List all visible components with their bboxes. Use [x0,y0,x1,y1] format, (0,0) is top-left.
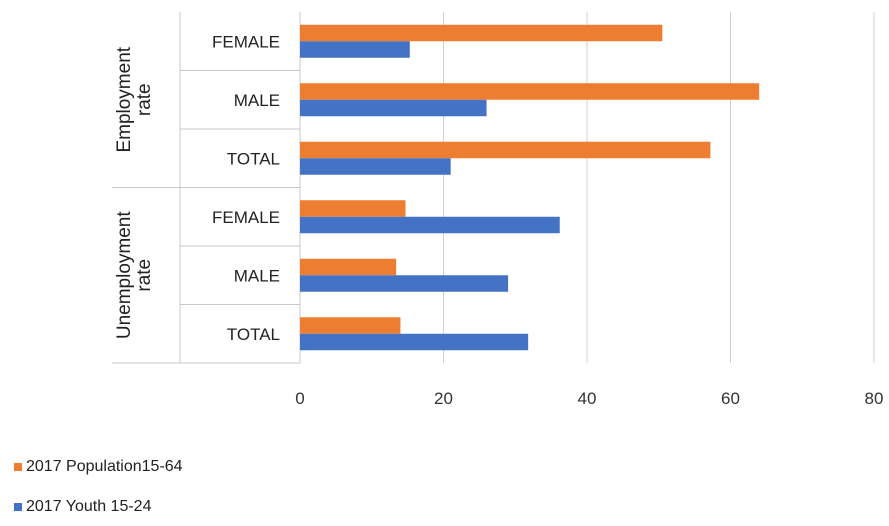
bar-youth [300,333,529,351]
bar-population [300,317,401,334]
legend-item-population: 2017 Population15-64 [14,458,183,476]
x-tick-labels: 0 20 40 60 80 [295,389,883,408]
axes [112,12,301,364]
x-tick-label: 0 [295,389,304,408]
group-label-line: rate [134,259,155,292]
bar-population [300,141,711,159]
category-label: TOTAL [227,149,280,168]
legend-label-population: 2017 Population15-64 [26,458,183,475]
group-label-line: Unemployment [114,211,135,339]
x-tick-label: 40 [578,389,597,408]
group-label-line: rate [134,83,155,116]
x-tick-label: 60 [721,389,740,408]
bar-youth [300,41,410,58]
x-tick-label: 80 [865,389,884,408]
legend-swatch-youth [14,503,22,511]
bar-youth [300,275,509,292]
bar-population [300,200,406,217]
x-tick-label: 20 [434,389,453,408]
legend-item-youth: 2017 Youth 15-24 [14,498,183,516]
bar-population [300,258,397,276]
category-label: TOTAL [227,325,280,344]
category-labels: FEMALE MALE TOTAL FEMALE MALE TOTAL [212,32,280,344]
bar-population [300,24,663,42]
legend-label-youth: 2017 Youth 15-24 [26,498,152,515]
legend-swatch-population [14,463,22,471]
bar-youth [300,216,560,234]
group-label: Unemploymentrate [114,211,155,339]
bar-population [300,83,760,100]
category-label: MALE [234,91,280,110]
bar-youth [300,99,487,117]
group-label: Employmentrate [114,46,155,152]
category-label: FEMALE [212,32,280,51]
legend: 2017 Population15-64 2017 Youth 15-24 [14,458,183,516]
category-label: FEMALE [212,208,280,227]
gridlines [443,12,875,363]
bar-youth [300,158,451,175]
group-label-line: Employment [114,46,135,152]
category-label: MALE [234,266,280,285]
bars [300,24,760,351]
